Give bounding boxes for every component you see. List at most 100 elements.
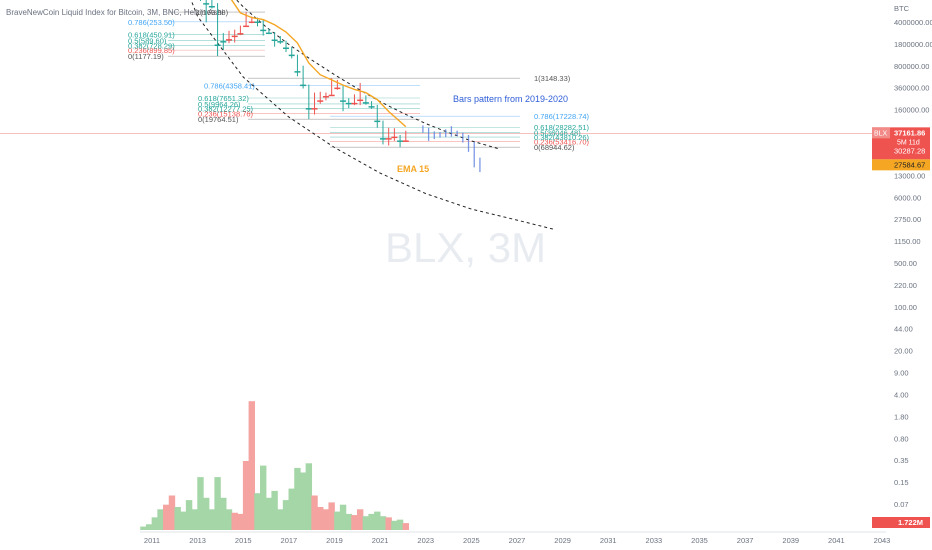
candle-body [260,29,267,32]
candle-body [294,71,301,73]
y-tick-label: 4000000.00 [894,18,932,27]
fib-label: 0(19764.51) [198,115,239,124]
y-tick-label: 4.00 [894,390,909,399]
second-price-tag: 30287.28 [894,146,925,155]
y-tick-label: 100.00 [894,303,917,312]
fib-label: 1(3148.33) [534,74,571,83]
candle-body [225,39,232,41]
watermark-symbol: BLX, 3M [385,224,546,271]
volume-bar [362,516,370,530]
y-tick-label: 13000.00 [894,171,925,180]
candle-body [368,106,375,108]
volume-bar [168,495,176,530]
y-tick-label: 6000.00 [894,193,921,202]
volume-bar [254,493,261,530]
volume-bar [402,523,409,530]
volume-bar [265,497,273,530]
volume-bar [271,490,278,530]
volume-bar [163,504,170,530]
fib-label: 0.5(589.60) [128,37,167,46]
y-tick-label: 9.00 [894,369,909,378]
candle-body [351,102,358,105]
candle-body [385,138,392,140]
y-tick-label: 0.35 [894,456,909,465]
fib-retracements: 0(1177.19)0.236(899.85)0.382(728.29)0.5(… [128,8,590,152]
candle-body [248,21,255,23]
volume-bar [231,512,238,530]
y-tick-label: 220.00 [894,281,917,290]
volume-bar [379,516,387,530]
volume-bar [208,509,216,530]
candle-body [237,33,244,35]
volume-bar [197,477,204,530]
candle-body [214,44,221,47]
countdown-tag: 5M 11d [897,139,920,146]
ema-15-line [230,0,407,128]
ema-price-tag: 27584.67 [894,160,925,169]
fib-label: 1(163.88) [196,8,229,17]
y-tick-label: 1150.00 [894,237,921,246]
volume-bar [180,511,187,530]
volume-bar [334,511,341,530]
x-tick-label: 2017 [281,536,298,545]
projection-bars [422,125,481,173]
chart-header-title: BraveNewCoin Liquid Index for Bitcoin, 3… [6,8,224,17]
candle-body [334,87,341,90]
axes: BTC 4000000.00 1800000.00 800000.00 360000.0… [140,4,932,545]
ema-annotation: EMA 15 [397,164,429,174]
candle-body [322,96,329,98]
x-tick-label: 2023 [417,536,434,545]
candle-body [397,140,404,142]
candle-body [340,100,347,102]
volume-bars [140,401,409,530]
candle-body [374,120,381,123]
candle-body [271,39,278,42]
x-tick-label: 2043 [874,536,891,545]
x-tick-label: 2019 [326,536,343,545]
y-tick-label: 500.00 [894,259,917,268]
candle-body [288,54,295,57]
volume-bar [311,495,318,530]
volume-bar [220,497,227,530]
candle-body [345,102,352,105]
candle-body [402,140,409,142]
fib-label: 0.618(7651.32) [198,94,249,103]
y-tick-label: 44.00 [894,325,913,334]
y-tick-label: 360000.00 [894,84,929,93]
fib-label: 0.382(728.29) [128,41,175,50]
channel-lower-line [235,0,499,150]
candle-body [391,136,398,139]
fib-label: 0.382(43810.26) [534,133,590,142]
volume-bar [339,504,347,530]
x-tick-label: 2027 [509,536,526,545]
x-tick-label: 2021 [372,536,389,545]
candle-body [243,25,250,28]
x-tick-label: 2011 [144,536,160,545]
x-tick-label: 2037 [737,536,754,545]
fib-label: 0.786(17228.74) [534,112,590,121]
x-tick-label: 2041 [828,536,845,545]
volume-bar [288,488,295,530]
fib-label: 0(68944.62) [534,143,575,152]
y-tick-label: 800000.00 [894,62,929,71]
volume-bar [174,507,181,530]
volume-bar [202,497,210,530]
x-tick-label: 2033 [646,536,663,545]
volume-bar [242,461,250,530]
ema-line [230,0,407,128]
x-tick-label: 2029 [554,536,571,545]
volume-bar [385,517,392,530]
fib-label: 0.236(899.85) [128,46,175,55]
y-tick-label: 0.07 [894,500,909,509]
x-tick-label: 2039 [782,536,799,545]
volume-bar [294,467,301,530]
price-tag-box [872,159,930,171]
candle-body [357,99,364,102]
volume-bar [328,502,335,530]
volume-bar [185,500,193,530]
fib-label: 0(1177.19) [128,52,164,61]
volume-bar [248,401,256,530]
fib-label: 0.5(36046.48) [534,129,581,138]
candle-body [362,102,369,104]
